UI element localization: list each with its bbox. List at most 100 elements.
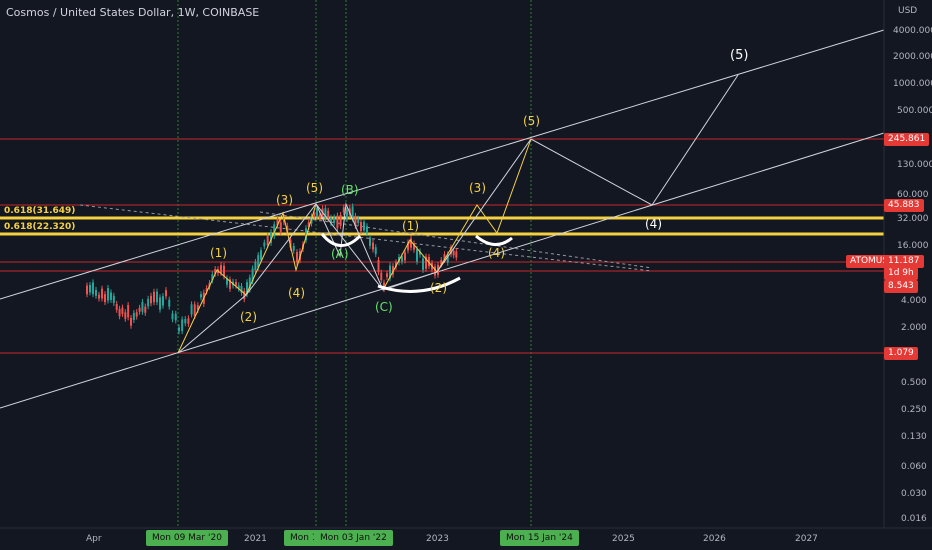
candle-body <box>95 289 97 296</box>
candle-body <box>425 256 427 269</box>
candle-body <box>354 215 357 226</box>
channel-upper[interactable] <box>0 29 885 300</box>
price-label: 60.000 <box>897 190 929 200</box>
arc-marker <box>320 233 362 247</box>
candle-body <box>168 299 171 307</box>
price-label: 0.030 <box>901 489 927 499</box>
price-label: 4.000 <box>901 296 927 306</box>
candle-body <box>156 291 158 303</box>
candle-body <box>404 252 406 261</box>
wave-path-yellow <box>382 138 532 291</box>
candle-body <box>283 217 285 223</box>
wave-label: (2) <box>240 310 257 324</box>
wave-label: (A) <box>331 247 349 261</box>
candle-body <box>132 312 135 320</box>
price-label: 130.000 <box>897 160 932 170</box>
chart-title: Cosmos / United States Dollar, 1W, COINB… <box>6 6 260 19</box>
candle-body <box>112 295 115 304</box>
channel-lower[interactable] <box>0 132 885 409</box>
candle-body <box>286 225 289 232</box>
candle-body <box>434 266 436 276</box>
candle-body <box>181 319 184 332</box>
candle-body <box>110 292 112 300</box>
trend-dashed[interactable] <box>79 204 653 272</box>
candle-body <box>346 209 348 219</box>
wave-path-white <box>177 74 739 354</box>
candle-body <box>124 312 127 319</box>
candle-body <box>214 269 217 274</box>
candle-body <box>86 285 88 295</box>
candle-body <box>452 250 455 256</box>
wave-label: (2) <box>430 281 447 295</box>
candle-body <box>366 226 368 234</box>
wave-label: (1) <box>402 219 419 233</box>
candle-body <box>377 259 380 273</box>
candlestick-series <box>86 203 458 335</box>
price-label: 0.250 <box>901 405 927 415</box>
candle-body <box>313 212 316 217</box>
time-tag: Mon 03 Jan '22 <box>314 530 393 546</box>
wave-label: (4) <box>288 286 305 300</box>
candle-body <box>450 247 452 255</box>
candle-body <box>193 304 196 317</box>
time-tag: Mon 15 Jan '24 <box>500 530 579 546</box>
candle-body <box>336 215 339 229</box>
wave-path-yellow <box>177 203 317 354</box>
candle-body <box>162 296 164 306</box>
price-label: 1000.000 <box>893 79 932 89</box>
candle-body <box>410 238 412 248</box>
wave-label: (5) <box>523 114 540 128</box>
candle-body <box>107 288 109 301</box>
candle-body <box>351 206 354 219</box>
candle-body <box>273 224 276 237</box>
price-label: 500.000 <box>897 106 932 116</box>
wave-label: (3) <box>469 181 486 195</box>
candle-body <box>121 307 124 314</box>
candle-body <box>127 305 130 318</box>
candle-body <box>339 214 342 226</box>
candle-body <box>296 252 298 263</box>
candle-body <box>150 295 152 304</box>
price-label: 16.000 <box>897 241 929 251</box>
candle-body <box>383 282 385 290</box>
candle-body <box>446 254 449 263</box>
candle-body <box>254 261 257 270</box>
time-label: 2027 <box>795 534 818 544</box>
time-tag: Mon 09 Mar '20 <box>146 530 228 546</box>
candle-body <box>276 218 279 226</box>
candle-body <box>141 301 144 312</box>
candle-body <box>237 285 240 289</box>
wave-label: (4) <box>645 217 662 231</box>
candle-body <box>374 247 377 255</box>
candle-body <box>118 308 121 317</box>
time-label: 2023 <box>426 534 449 544</box>
wave-label: (3) <box>276 193 293 207</box>
candle-body <box>327 210 330 220</box>
countdown-tag: 1d 9h <box>884 267 918 280</box>
wave-label: (5) <box>306 181 323 195</box>
candle-body <box>226 278 228 285</box>
candle-body <box>455 251 458 258</box>
candle-body <box>187 318 190 324</box>
price-tag: 245.861 <box>884 133 930 146</box>
price-label: 32.000 <box>897 214 929 224</box>
candle-body <box>260 250 262 260</box>
candle-body <box>386 273 388 277</box>
candle-body <box>130 317 132 326</box>
candle-body <box>392 266 394 275</box>
price-label: 2000.000 <box>893 52 932 62</box>
wave-label: (C) <box>375 300 393 314</box>
candle-body <box>220 265 222 273</box>
candle-body <box>270 232 272 243</box>
candle-body <box>171 313 174 320</box>
price-label: 2.000 <box>901 323 927 333</box>
candle-body <box>413 243 415 250</box>
currency-label: USD <box>898 6 918 16</box>
candle-body <box>422 258 424 270</box>
candle-body <box>196 305 199 310</box>
candle-body <box>235 281 237 286</box>
candle-body <box>389 265 391 279</box>
candle-body <box>243 290 246 300</box>
